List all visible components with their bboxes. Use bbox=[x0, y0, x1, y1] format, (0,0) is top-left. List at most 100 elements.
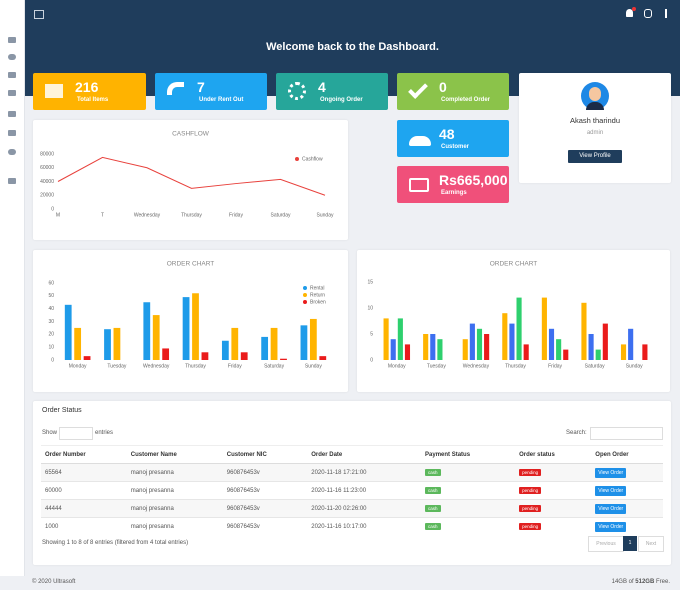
x-tick-label: Sunday bbox=[305, 363, 322, 369]
stat-value: 4 bbox=[318, 79, 326, 95]
view-order-button[interactable]: View Order bbox=[595, 467, 627, 478]
legend-label: Rental bbox=[310, 285, 324, 291]
section-title: Order Status bbox=[42, 407, 82, 414]
notification-icon[interactable] bbox=[626, 9, 633, 17]
status-badge: pending bbox=[519, 487, 542, 494]
nav-icon[interactable] bbox=[8, 37, 16, 43]
stat-icon bbox=[408, 79, 428, 99]
cashflow-card: CASHFLOW 0 20000 40000 60000 80000 M T Wednesday… bbox=[33, 120, 348, 240]
pagination-page[interactable]: 1 bbox=[623, 536, 637, 551]
x-tick-label: Friday bbox=[548, 363, 562, 369]
table-cell: pending bbox=[515, 499, 592, 518]
bar bbox=[280, 358, 287, 360]
nav-icon[interactable] bbox=[8, 90, 16, 96]
x-tick-label: Wednesday bbox=[463, 363, 490, 369]
nav-icon[interactable] bbox=[8, 111, 16, 117]
user-icon[interactable] bbox=[644, 9, 652, 18]
table-cell: cash bbox=[421, 517, 516, 535]
bar bbox=[462, 339, 468, 360]
show-label: Show bbox=[42, 430, 58, 436]
avatar bbox=[581, 82, 609, 110]
y-tick-label: 40000 bbox=[40, 179, 54, 185]
table-cell: 960876453v bbox=[222, 481, 308, 500]
table-cell: 2020-11-20 02:26:00 bbox=[307, 499, 422, 518]
nav-icon[interactable] bbox=[8, 130, 16, 136]
stat-card: 4 Ongoing Order bbox=[276, 73, 388, 110]
stat-icon bbox=[167, 82, 184, 95]
table-body: 65564 manoj presanna 960876453v 2020-11-18 … bbox=[41, 463, 663, 535]
bar bbox=[270, 327, 278, 360]
legend-label: Cashflow bbox=[302, 156, 323, 162]
bar bbox=[602, 323, 608, 360]
payment-badge: cash bbox=[425, 487, 441, 494]
menu-button[interactable] bbox=[34, 10, 44, 19]
bar bbox=[430, 334, 436, 360]
stat-value: Rs665,000 bbox=[439, 172, 508, 188]
x-tick-label: Thursday bbox=[185, 363, 206, 369]
table-cell: 60000 bbox=[41, 481, 127, 500]
table-info: Showing 1 to 8 of 8 entries (filtered fr… bbox=[42, 540, 189, 546]
table-header: Order Number Customer Name Customer NIC Ord… bbox=[41, 445, 663, 464]
view-order-button[interactable]: View Order bbox=[595, 485, 627, 496]
stat-card: 216 Total Items bbox=[33, 73, 146, 110]
y-tick-label: 10 bbox=[48, 344, 54, 350]
status-badge: pending bbox=[519, 523, 542, 530]
nav-icon[interactable] bbox=[8, 54, 16, 60]
nav-icon[interactable] bbox=[8, 149, 16, 155]
bar bbox=[221, 340, 229, 360]
page-title: Welcome back to the Dashboard. bbox=[266, 41, 439, 53]
view-profile-button[interactable]: View Profile bbox=[568, 150, 622, 163]
chart-title: ORDER CHART bbox=[490, 261, 538, 268]
view-order-button[interactable]: View Order bbox=[595, 503, 627, 514]
table-cell: manoj presanna bbox=[126, 481, 223, 500]
stat-label: Earnings bbox=[441, 190, 467, 196]
bar bbox=[397, 318, 403, 360]
stat-card: 48 Customer bbox=[397, 120, 509, 157]
profile-role: admin bbox=[586, 130, 604, 136]
x-tick-label: M bbox=[56, 212, 60, 218]
more-icon[interactable] bbox=[665, 9, 667, 18]
nav-icon[interactable] bbox=[8, 178, 16, 184]
x-tick-label: Monday bbox=[69, 363, 87, 369]
pagination-next[interactable]: Next bbox=[638, 536, 664, 552]
nav-icon[interactable] bbox=[8, 72, 16, 78]
x-tick-label: Friday bbox=[228, 363, 242, 369]
x-tick-label: Thursday bbox=[505, 363, 526, 369]
bar bbox=[437, 339, 443, 360]
stat-value: 216 bbox=[75, 79, 99, 95]
table-cell: 1000 bbox=[41, 517, 127, 535]
y-tick-label: 20 bbox=[48, 332, 54, 338]
bar bbox=[162, 348, 170, 360]
legend-label: Return bbox=[310, 292, 325, 298]
bar bbox=[309, 318, 317, 360]
pagination-previous[interactable]: Previous bbox=[588, 536, 624, 552]
bar bbox=[423, 334, 429, 360]
x-tick-label: Thursday bbox=[181, 212, 202, 218]
bar bbox=[502, 313, 508, 360]
view-order-button[interactable]: View Order bbox=[595, 521, 627, 532]
bar bbox=[231, 327, 239, 360]
stat-label: Under Rent Out bbox=[199, 97, 244, 103]
y-tick-label: 10 bbox=[367, 305, 373, 311]
storage-total: 512GB bbox=[635, 579, 655, 585]
bar bbox=[192, 293, 199, 360]
bar bbox=[300, 325, 308, 360]
table-cell: View Order bbox=[591, 517, 663, 535]
bar bbox=[541, 297, 547, 360]
search-input[interactable] bbox=[590, 427, 663, 440]
sidebar bbox=[0, 0, 25, 576]
order-table: Order Number Customer Name Customer NIC Ord… bbox=[41, 445, 663, 535]
chart-title: ORDER CHART bbox=[167, 261, 215, 268]
stat-icon bbox=[409, 136, 431, 146]
x-tick-label: Friday bbox=[229, 212, 243, 218]
column-header: Order status bbox=[515, 445, 592, 464]
y-tick-label: 40 bbox=[48, 306, 54, 312]
column-header: Open Order bbox=[591, 445, 663, 464]
entries-label: entries bbox=[95, 430, 114, 436]
entries-select[interactable] bbox=[59, 427, 93, 440]
y-tick-label: 60 bbox=[48, 280, 54, 286]
column-header: Order Date bbox=[307, 445, 422, 464]
profile-name: Akash tharindu bbox=[569, 116, 621, 125]
profile-card: Akash tharindu admin View Profile bbox=[519, 73, 671, 183]
